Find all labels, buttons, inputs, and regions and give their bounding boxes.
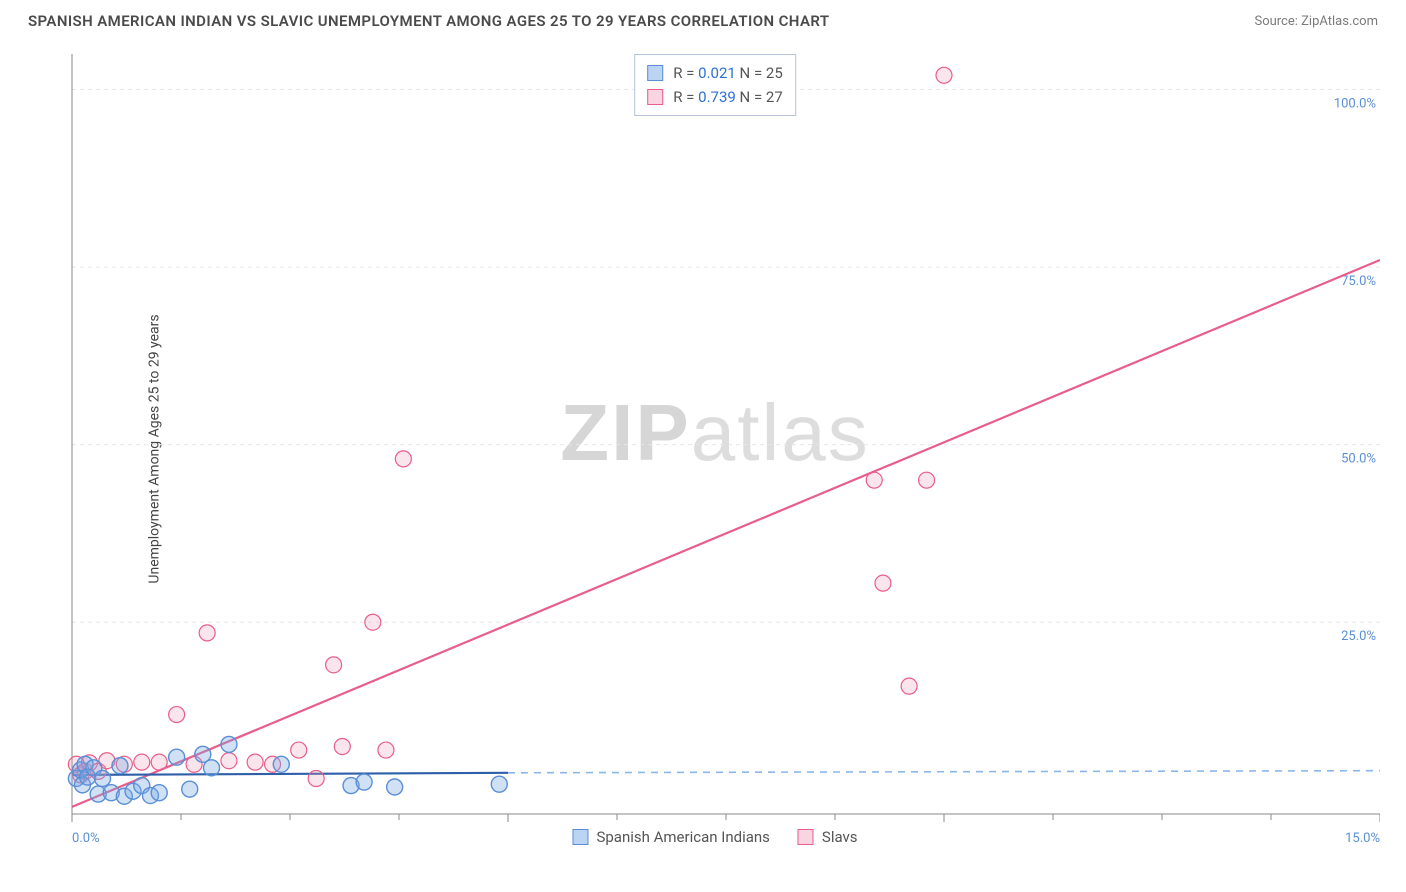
trendline-slavs (72, 260, 1380, 807)
scatter-point-slavs (151, 754, 167, 770)
scatter-point-spanish-american-indians (356, 774, 372, 790)
y-tick-label: 75.0% (1341, 274, 1376, 289)
legend-swatch (572, 829, 588, 845)
scatter-point-spanish-american-indians (182, 781, 198, 797)
scatter-point-slavs (247, 754, 263, 770)
legend-correlation-box: R = 0.021 N = 25R = 0.739 N = 27 (634, 54, 796, 116)
trendline-spanish-american-indians-extended (508, 771, 1380, 773)
legend-series-item: Spanish American Indians (572, 828, 769, 846)
scatter-point-spanish-american-indians (169, 749, 185, 765)
scatter-point-slavs (919, 472, 935, 488)
legend-series: Spanish American Indians Slavs (572, 828, 857, 846)
scatter-point-spanish-american-indians (204, 760, 220, 776)
chart-area: Unemployment Among Ages 25 to 29 years Z… (50, 54, 1380, 844)
scatter-point-slavs (866, 472, 882, 488)
scatter-point-slavs (901, 678, 917, 694)
scatter-point-spanish-american-indians (112, 758, 128, 774)
legend-correlation-row: R = 0.739 N = 27 (647, 85, 783, 109)
legend-swatch (647, 89, 663, 105)
legend-r-label: R = 0.739 N = 27 (673, 85, 783, 109)
scatter-point-spanish-american-indians (273, 756, 289, 772)
x-tick-label: 0.0% (72, 831, 100, 844)
scatter-point-slavs (378, 742, 394, 758)
scatter-point-slavs (134, 754, 150, 770)
scatter-point-slavs (308, 770, 324, 786)
legend-correlation-row: R = 0.021 N = 25 (647, 61, 783, 85)
legend-series-label: Slavs (822, 828, 858, 846)
scatter-point-spanish-american-indians (491, 776, 507, 792)
scatter-point-slavs (334, 739, 350, 755)
scatter-point-spanish-american-indians (151, 785, 167, 801)
y-tick-label: 25.0% (1341, 629, 1376, 644)
x-tick-label: 15.0% (1345, 831, 1380, 844)
trendline-spanish-american-indians (72, 773, 508, 775)
scatter-point-slavs (875, 575, 891, 591)
scatter-point-slavs (936, 67, 952, 83)
scatter-point-slavs (395, 451, 411, 467)
chart-title: SPANISH AMERICAN INDIAN VS SLAVIC UNEMPL… (28, 12, 829, 30)
scatter-point-slavs (221, 753, 237, 769)
chart-source: Source: ZipAtlas.com (1254, 14, 1378, 29)
legend-swatch (647, 65, 663, 81)
legend-series-label: Spanish American Indians (596, 828, 769, 846)
scatter-point-spanish-american-indians (95, 770, 111, 786)
legend-r-label: R = 0.021 N = 25 (673, 61, 783, 85)
chart-header: SPANISH AMERICAN INDIAN VS SLAVIC UNEMPL… (0, 0, 1406, 34)
scatter-point-slavs (365, 614, 381, 630)
scatter-point-slavs (169, 707, 185, 723)
scatter-point-slavs (291, 742, 307, 758)
legend-series-item: Slavs (798, 828, 858, 846)
scatter-point-spanish-american-indians (221, 736, 237, 752)
scatter-point-spanish-american-indians (387, 779, 403, 795)
y-tick-label: 100.0% (1334, 97, 1376, 112)
scatter-plot: 25.0% 50.0% 75.0% 100.0% 0.0% 15.0% (50, 54, 1380, 844)
scatter-point-slavs (199, 625, 215, 641)
legend-swatch (798, 829, 814, 845)
scatter-point-slavs (326, 657, 342, 673)
y-tick-label: 50.0% (1341, 452, 1376, 467)
